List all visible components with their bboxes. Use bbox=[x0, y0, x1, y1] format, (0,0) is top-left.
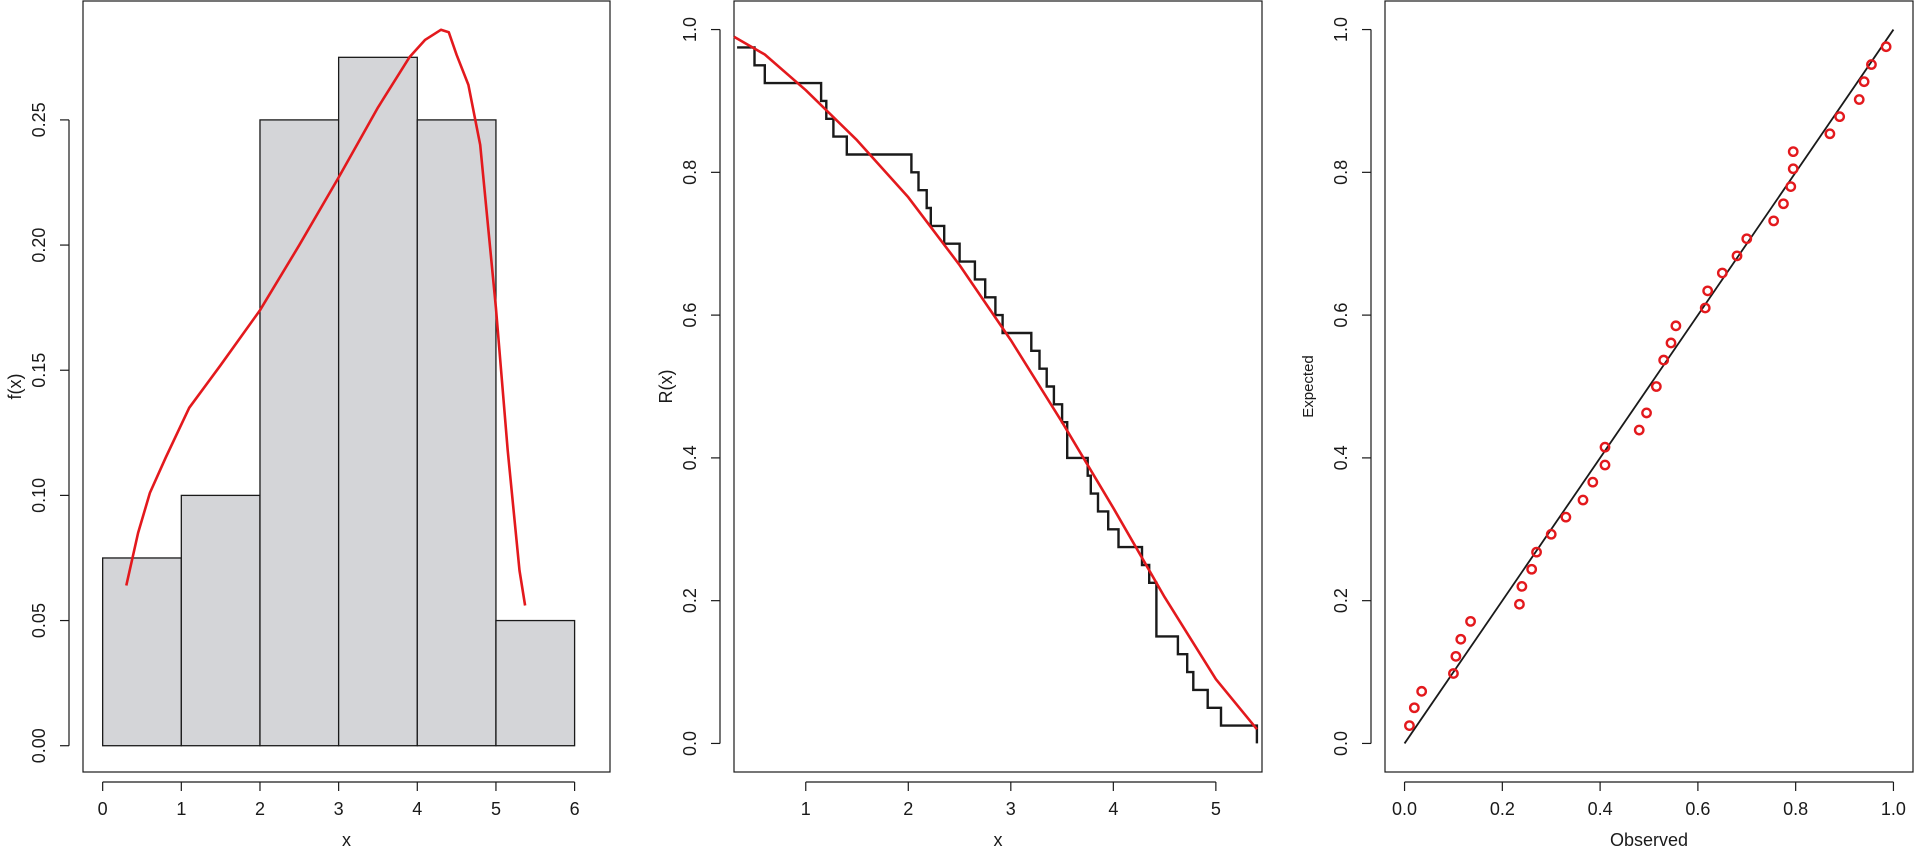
y-tick-label: 0.6 bbox=[1331, 303, 1351, 328]
data-point bbox=[1741, 233, 1753, 245]
reference-line bbox=[1403, 29, 1895, 744]
data-point bbox=[1785, 181, 1797, 193]
y-tick-label: 0.4 bbox=[1331, 445, 1351, 470]
x-tick-label: 2 bbox=[255, 799, 265, 819]
data-point bbox=[1778, 198, 1789, 210]
data-point bbox=[1665, 337, 1677, 349]
y-tick-label: 0.2 bbox=[1331, 588, 1351, 613]
data-point bbox=[1699, 302, 1711, 314]
x-tick-label: 1.0 bbox=[1881, 799, 1906, 819]
empirical-step-line bbox=[737, 46, 1259, 744]
histogram-bar bbox=[259, 119, 340, 747]
x-tick-label: 1 bbox=[176, 799, 186, 819]
data-point bbox=[1834, 111, 1846, 123]
data-point bbox=[1408, 702, 1420, 714]
data-point bbox=[1768, 215, 1780, 227]
y-tick-label: 0.6 bbox=[680, 303, 700, 328]
data-point bbox=[1514, 598, 1525, 610]
x-axis-title: x bbox=[994, 830, 1003, 850]
x-tick-label: 0.0 bbox=[1392, 799, 1417, 819]
x-axis-title: Observed bbox=[1610, 830, 1688, 850]
data-point bbox=[1526, 563, 1538, 575]
fitted-curve bbox=[733, 35, 1258, 731]
y-tick-label: 0.15 bbox=[29, 353, 49, 388]
x-tick-label: 1 bbox=[801, 799, 811, 819]
data-point bbox=[1880, 41, 1892, 53]
y-tick-label: 0.0 bbox=[680, 731, 700, 756]
y-axis-title: f(x) bbox=[5, 374, 25, 400]
y-tick-label: 0.2 bbox=[680, 588, 700, 613]
data-point bbox=[1560, 511, 1572, 523]
x-tick-label: 0.6 bbox=[1685, 799, 1710, 819]
x-tick-label: 5 bbox=[491, 799, 501, 819]
data-point bbox=[1599, 441, 1611, 453]
data-point bbox=[1455, 633, 1467, 645]
data-point bbox=[1587, 476, 1599, 488]
data-point bbox=[1599, 459, 1611, 471]
y-tick-label: 0.20 bbox=[29, 228, 49, 263]
x-tick-label: 2 bbox=[903, 799, 913, 819]
data-point bbox=[1650, 381, 1662, 392]
y-axis-title: Expected bbox=[1300, 355, 1317, 418]
y-tick-label: 1.0 bbox=[680, 17, 700, 42]
data-point bbox=[1633, 424, 1645, 436]
data-point bbox=[1670, 320, 1682, 332]
data-point bbox=[1450, 650, 1462, 662]
x-tick-label: 5 bbox=[1211, 799, 1221, 819]
x-tick-label: 4 bbox=[1108, 799, 1118, 819]
y-axis-title: R(x) bbox=[656, 370, 676, 404]
data-point bbox=[1516, 580, 1528, 592]
y-tick-label: 0.25 bbox=[29, 102, 49, 137]
data-point bbox=[1731, 250, 1743, 262]
x-tick-label: 0.2 bbox=[1490, 799, 1515, 819]
panel-2: 1 2 3 4 5 0.0 0.2 0.4 0.6 0.8 1.0 x R(x) bbox=[656, 0, 1263, 850]
histogram-bar bbox=[337, 56, 418, 747]
x-tick-label: 6 bbox=[570, 799, 580, 819]
data-point bbox=[1545, 528, 1557, 540]
x-tick-label: 3 bbox=[334, 799, 344, 819]
data-point bbox=[1658, 354, 1670, 366]
histogram-bar bbox=[102, 557, 182, 747]
histogram-bar bbox=[416, 119, 497, 747]
data-point bbox=[1787, 163, 1799, 175]
data-point bbox=[1641, 407, 1652, 419]
plot-frame bbox=[1384, 0, 1914, 773]
data-point bbox=[1404, 720, 1415, 731]
y-tick-label: 0.8 bbox=[680, 160, 700, 185]
y-tick-label: 0.00 bbox=[29, 728, 49, 763]
x-axis-title: x bbox=[342, 830, 351, 850]
y-tick-label: 0.05 bbox=[29, 603, 49, 638]
data-point bbox=[1858, 76, 1870, 88]
y-tick-label: 0.4 bbox=[680, 445, 700, 470]
x-tick-label: 0.4 bbox=[1588, 799, 1613, 819]
x-tick-label: 3 bbox=[1006, 799, 1016, 819]
data-point bbox=[1702, 285, 1714, 297]
data-point bbox=[1531, 546, 1542, 558]
data-point bbox=[1866, 59, 1877, 70]
data-point bbox=[1853, 94, 1865, 105]
data-point bbox=[1448, 668, 1459, 679]
histogram-bar bbox=[180, 494, 261, 747]
x-tick-label: 0 bbox=[98, 799, 108, 819]
data-point bbox=[1416, 685, 1428, 697]
data-point bbox=[1465, 615, 1476, 627]
data-point bbox=[1824, 128, 1836, 140]
panel-1: 0 1 2 3 4 5 6 0.00 0.05 0.10 0.15 0.20 0.25 x f(x) bbox=[5, 0, 611, 850]
y-tick-label: 1.0 bbox=[1331, 17, 1351, 42]
plot-frame bbox=[82, 0, 611, 773]
y-tick-label: 0.8 bbox=[1331, 160, 1351, 185]
data-point bbox=[1787, 146, 1799, 158]
x-tick-label: 4 bbox=[412, 799, 422, 819]
x-tick-label: 0.8 bbox=[1783, 799, 1808, 819]
histogram-bar bbox=[495, 619, 576, 747]
y-tick-label: 0.0 bbox=[1331, 731, 1351, 756]
data-point bbox=[1577, 494, 1589, 506]
plot-frame bbox=[733, 0, 1263, 773]
panel-3: 0.0 0.2 0.4 0.6 0.8 1.0 0.0 0.2 0.4 0.6 0.8 1.0 Obse… bbox=[1300, 0, 1914, 850]
data-point bbox=[1716, 267, 1728, 279]
density-curve bbox=[125, 28, 527, 606]
y-tick-label: 0.10 bbox=[29, 478, 49, 513]
